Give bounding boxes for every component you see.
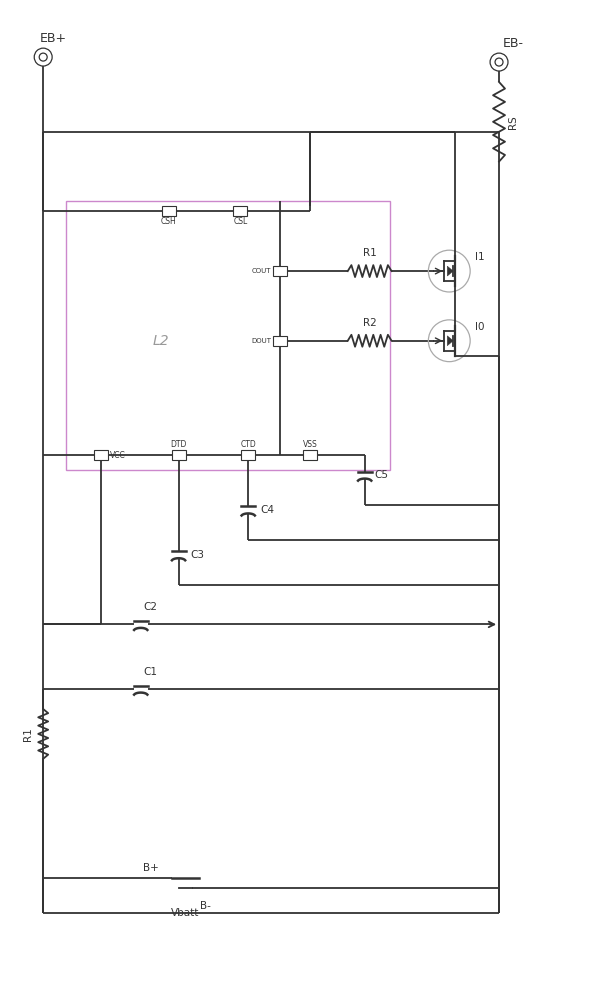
Bar — [241, 450, 255, 460]
Text: VCC: VCC — [110, 451, 126, 460]
Text: R1: R1 — [23, 727, 33, 741]
Text: B-: B- — [201, 901, 211, 911]
Bar — [66, 201, 389, 470]
Text: RS: RS — [508, 115, 518, 129]
Text: CSH: CSH — [160, 217, 176, 226]
Bar — [303, 450, 317, 460]
Text: R1: R1 — [363, 248, 376, 258]
Text: COUT: COUT — [251, 268, 271, 274]
Text: C1: C1 — [144, 667, 158, 677]
Text: C5: C5 — [375, 470, 389, 480]
Text: L2: L2 — [152, 334, 169, 348]
Bar — [273, 336, 287, 346]
Polygon shape — [447, 266, 453, 276]
Text: CTD: CTD — [240, 440, 256, 449]
Bar — [162, 206, 176, 216]
Text: C3: C3 — [191, 550, 205, 560]
Text: R2: R2 — [363, 318, 376, 328]
Bar — [233, 206, 247, 216]
Text: VSS: VSS — [303, 440, 317, 449]
Text: B+: B+ — [143, 863, 159, 873]
Text: C2: C2 — [144, 602, 158, 612]
Polygon shape — [447, 336, 453, 346]
Bar — [172, 450, 185, 460]
Text: Vbatt: Vbatt — [171, 908, 199, 918]
Text: EB+: EB+ — [40, 32, 67, 45]
Text: DOUT: DOUT — [251, 338, 271, 344]
Bar — [273, 266, 287, 276]
Text: C4: C4 — [260, 505, 274, 515]
Text: I1: I1 — [475, 252, 485, 262]
Text: DTD: DTD — [171, 440, 187, 449]
Bar — [94, 450, 108, 460]
Text: EB-: EB- — [503, 37, 524, 50]
Text: CSL: CSL — [233, 217, 247, 226]
Text: I0: I0 — [475, 322, 484, 332]
